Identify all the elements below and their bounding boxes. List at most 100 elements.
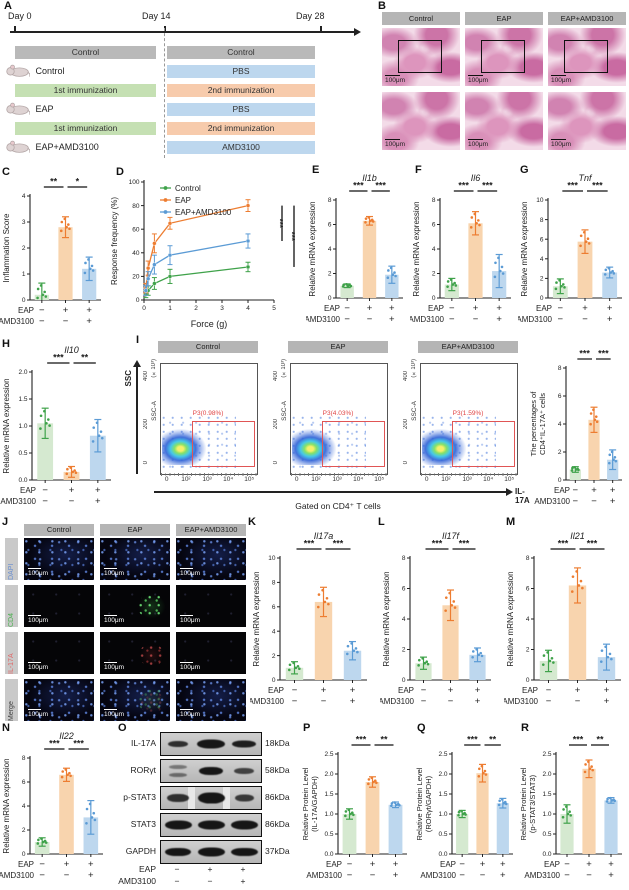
p3-gate-box [451,421,516,468]
blot-row: p-STAT3 86kDa [112,786,304,810]
svg-text:0.5: 0.5 [438,831,447,838]
day14-label: Day 14 [142,11,171,21]
phase-bar: PBS [167,103,315,116]
flow-x-ticks: 0 10² 10³ 10⁴ 10⁵ [290,476,386,486]
svg-text:−: − [582,314,588,325]
svg-text:60: 60 [132,226,140,233]
if-image: 100μm [24,538,94,580]
svg-text:+: + [393,859,399,870]
scale-bar: 100μm [104,662,124,671]
il17f-expression-chart: 0 2 4 6 8 Il17f Relative mRNA expression *** ***… [378,528,498,714]
flow-caption: Gated on CD4⁺ T cells [295,501,381,511]
svg-text:The percentages of: The percentages of [529,391,538,457]
svg-text:EAP: EAP [554,486,570,495]
svg-text:1.0: 1.0 [438,811,447,818]
svg-text:0.0: 0.0 [324,851,333,858]
scale-bar: 100μm [104,709,124,718]
svg-text:0: 0 [22,297,26,304]
svg-text:Relative mRNA expression: Relative mRNA expression [2,378,11,473]
svg-text:8: 8 [526,555,530,562]
svg-text:+: + [64,859,70,870]
svg-text:−: − [421,696,427,707]
svg-text:1: 1 [168,305,172,312]
svg-text:***: *** [49,739,60,749]
svg-text:***: *** [467,735,478,745]
mouse-icon [6,102,31,115]
svg-text:1: 1 [22,271,26,278]
svg-text:EAP: EAP [440,860,456,869]
svg-text:1.5: 1.5 [542,791,551,798]
svg-text:−: − [480,870,486,881]
svg-text:−: − [546,696,552,707]
svg-text:−: − [42,485,48,496]
svg-text:8: 8 [432,197,436,204]
day0-tick [14,26,16,32]
svg-text:2.0: 2.0 [324,771,333,778]
svg-text:Inflammation Score: Inflammation Score [2,213,11,282]
svg-text:Relative mRNA expression: Relative mRNA expression [412,201,421,296]
svg-text:CD4⁺IL-17A⁺ cells: CD4⁺IL-17A⁺ cells [538,393,547,455]
phase-bar: 2nd immunization [167,122,315,135]
svg-text:*: * [76,177,80,187]
svg-text:−: − [564,859,570,870]
svg-text:Il6: Il6 [471,173,481,183]
svg-text:EAP: EAP [326,860,342,869]
histology-image: 100μm [548,28,626,86]
svg-text:2.0: 2.0 [18,369,27,376]
group-row: EAP [4,102,54,117]
y-tick: 200 [273,419,279,430]
panel-i-label: I [136,334,140,346]
svg-text:8: 8 [272,580,276,587]
protein-band [234,768,254,774]
svg-text:80: 80 [132,203,140,210]
svg-text:0: 0 [272,677,276,684]
svg-text:0: 0 [22,851,26,858]
svg-text:−: − [370,870,376,881]
svg-text:Il1b: Il1b [362,173,377,183]
svg-text:AMD3100: AMD3100 [410,315,445,324]
svg-text:AMD3100: AMD3100 [306,315,341,324]
svg-text:+: + [480,859,486,870]
svg-text:−: − [449,303,455,314]
protein-label: IL-17A [130,738,156,748]
svg-text:8: 8 [540,217,544,224]
svg-text:0: 0 [540,295,544,302]
day28-label: Day 28 [296,11,325,21]
cell-population-density [292,429,336,465]
svg-text:***: *** [458,181,469,191]
svg-text:−: − [292,685,298,696]
svg-text:Relative mRNA expression: Relative mRNA expression [308,201,317,296]
protein-band [197,739,225,749]
y-multiplier: (×10³) [151,359,157,378]
svg-text:1.0: 1.0 [324,811,333,818]
protein-band [165,848,191,856]
svg-text:−: − [473,314,479,325]
histology-column-header: EAP+AMD3100 [548,12,626,25]
scale-bar: 100μm [551,75,571,84]
svg-text:***: *** [482,181,493,191]
svg-text:−: − [321,696,327,707]
protein-band [230,848,258,856]
svg-text:−: − [64,870,70,881]
x-tick: 10³ [462,476,472,483]
svg-text:6: 6 [526,586,530,593]
svg-text:+: + [610,496,616,507]
svg-text:***: *** [73,739,84,749]
lane-symbol: − [207,876,213,886]
svg-text:0.5: 0.5 [324,831,333,838]
day14-divider [164,28,165,158]
svg-text:4: 4 [540,256,544,263]
if-row-label: Merge [5,679,18,721]
svg-text:EAP: EAP [324,304,340,313]
x-tick: 10⁴ [483,476,494,483]
svg-text:***: *** [432,539,443,549]
flow-y-axis-name: SSC [124,370,133,387]
svg-text:+: + [86,305,92,316]
histology-image-zoom: 100μm [382,92,460,150]
panel-m-label: M [506,516,516,528]
x-tick: 10² [311,476,321,483]
svg-text:−: − [459,870,465,881]
svg-text:Relative mRNA expression: Relative mRNA expression [2,758,11,853]
flow-y-axis-arrow [136,366,138,474]
svg-text:−: − [586,870,592,881]
